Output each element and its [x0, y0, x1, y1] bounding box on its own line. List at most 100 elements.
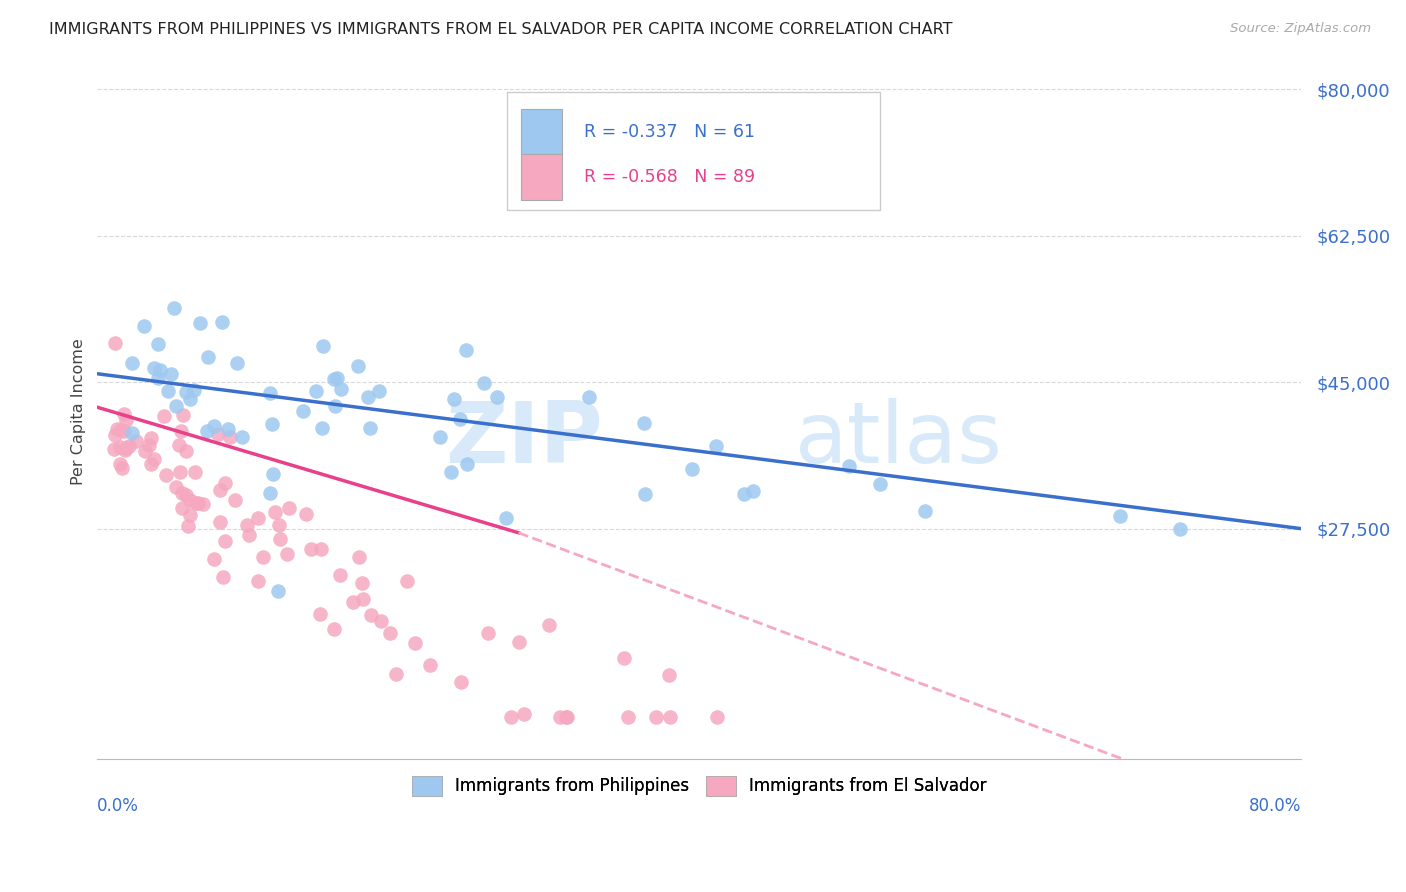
Point: [217, 422, 239, 436]
Point: [112, 424, 135, 438]
Point: [252, 550, 274, 565]
Point: [370, 615, 392, 629]
Point: [456, 457, 478, 471]
Point: [305, 384, 328, 399]
Point: [449, 411, 471, 425]
Point: [103, 442, 125, 457]
Point: [440, 465, 463, 479]
Point: [115, 441, 138, 455]
Point: [112, 407, 135, 421]
Point: [211, 314, 233, 328]
Point: [869, 476, 891, 491]
Legend: Immigrants from Philippines, Immigrants from El Salvador: Immigrants from Philippines, Immigrants …: [405, 769, 993, 803]
Point: [165, 399, 187, 413]
Point: [495, 511, 517, 525]
Point: [443, 392, 465, 406]
Y-axis label: Per Capita Income: Per Capita Income: [72, 338, 86, 484]
Point: [209, 483, 232, 497]
Point: [165, 480, 187, 494]
Point: [170, 500, 193, 515]
Point: [456, 343, 478, 357]
Point: [742, 483, 765, 498]
Point: [323, 372, 346, 386]
Point: [269, 532, 291, 546]
Point: [294, 507, 316, 521]
FancyBboxPatch shape: [506, 92, 880, 210]
Point: [138, 437, 160, 451]
Point: [214, 533, 236, 548]
Point: [645, 710, 668, 724]
Point: [613, 651, 636, 665]
Point: [170, 424, 193, 438]
Point: [312, 339, 335, 353]
Point: [276, 547, 298, 561]
Point: [146, 337, 169, 351]
Text: atlas: atlas: [796, 398, 1004, 481]
Point: [132, 319, 155, 334]
Point: [115, 412, 138, 426]
Point: [107, 422, 129, 436]
Text: IMMIGRANTS FROM PHILIPPINES VS IMMIGRANTS FROM EL SALVADOR PER CAPITA INCOME COR: IMMIGRANTS FROM PHILIPPINES VS IMMIGRANT…: [49, 22, 953, 37]
Point: [419, 658, 441, 673]
Point: [202, 551, 225, 566]
Point: [246, 574, 269, 588]
Point: [578, 390, 600, 404]
Point: [326, 371, 349, 385]
Point: [555, 710, 578, 724]
Point: [110, 457, 132, 471]
Point: [555, 710, 578, 724]
Point: [155, 467, 177, 482]
Point: [193, 497, 215, 511]
Point: [163, 301, 186, 315]
Point: [513, 706, 536, 721]
Point: [125, 434, 148, 448]
Point: [111, 461, 134, 475]
Point: [352, 592, 374, 607]
Point: [174, 488, 197, 502]
Point: [259, 486, 281, 500]
Point: [169, 465, 191, 479]
Point: [269, 517, 291, 532]
Point: [706, 710, 728, 724]
Point: [384, 666, 406, 681]
Point: [260, 417, 283, 432]
Point: [429, 430, 451, 444]
Point: [308, 607, 330, 621]
Text: 80.0%: 80.0%: [1249, 797, 1301, 815]
Point: [733, 486, 755, 500]
Point: [643, 157, 665, 171]
Point: [633, 416, 655, 430]
Point: [142, 451, 165, 466]
Point: [110, 423, 132, 437]
Point: [634, 486, 657, 500]
Point: [177, 519, 200, 533]
Point: [183, 383, 205, 397]
Point: [142, 360, 165, 375]
Point: [207, 427, 229, 442]
Point: [153, 409, 176, 423]
Point: [329, 568, 352, 582]
Point: [226, 356, 249, 370]
Point: [262, 467, 284, 481]
Point: [658, 668, 681, 682]
Point: [174, 384, 197, 399]
Point: [1170, 522, 1192, 536]
Point: [211, 570, 233, 584]
Point: [121, 356, 143, 370]
Point: [114, 442, 136, 457]
FancyBboxPatch shape: [522, 154, 562, 200]
Point: [169, 438, 191, 452]
Point: [174, 443, 197, 458]
Point: [141, 431, 163, 445]
Point: [311, 420, 333, 434]
Point: [238, 527, 260, 541]
Point: [186, 496, 208, 510]
Point: [179, 508, 201, 523]
Point: [157, 384, 180, 399]
Point: [170, 486, 193, 500]
Point: [357, 390, 380, 404]
Point: [267, 584, 290, 599]
Point: [486, 390, 509, 404]
Point: [108, 440, 131, 454]
Text: R = -0.337   N = 61: R = -0.337 N = 61: [583, 123, 755, 141]
